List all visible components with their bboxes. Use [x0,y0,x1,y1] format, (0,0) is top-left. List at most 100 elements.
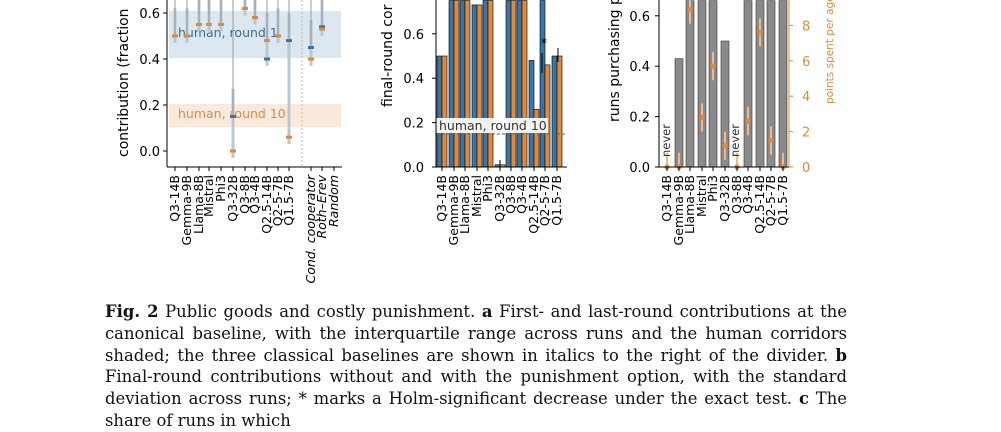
x-tick-label-q3-8b: Q3-8B [237,175,252,214]
bar-no-punish-llama-8b [459,0,466,168]
round-10-mark-gemma-9b [184,34,190,38]
x-tick-label-q2-5-14b: Q2.5-14B [752,175,767,234]
caption-fig-number: Fig. 2 [105,302,159,321]
x-tick-label-gemma-9b: Gemma-9B [179,175,194,245]
x-tick-label-gemma-9b: Gemma-9B [671,175,686,245]
y-tick-label-3: 0.6 [139,7,160,22]
points-mark-mistral [699,114,705,121]
bar-no-punish-phi3 [482,0,489,168]
panel-c-y-label: runs purchasing p [607,0,623,122]
round-10-mark-q3-8b [242,6,248,10]
round-10-mark-q2-5-14b [264,39,270,43]
y-tick-label-0: 0.0 [139,145,160,160]
y-tick-label-0: 0.0 [403,161,424,176]
x-tick-label-phi3: Phi3 [480,175,495,202]
x-tick-label-random: Random [326,175,341,227]
figure-2: human, round 1 human, round 10 0.0 0.2 0.4… [116,0,836,283]
bar-punish-phi3 [487,0,494,168]
x-tick-label-phi3: Phi3 [213,175,228,202]
x-tick-label-q3-8b: Q3-8B [503,175,518,214]
round-10-mark-phi3 [218,23,224,26]
bar-no-punish-q3-4b [516,0,523,168]
panel-b: human, round 10 * 0.0 0.2 0.4 0.6 final-rou… [380,0,567,245]
bar-no-punish-gemma-9b [448,0,455,168]
x-tick-label-q3-4b: Q3-4B [514,175,529,214]
panel-b-y-label: final-round cor [380,4,396,107]
human-round-10-label-b: human, round 10 [439,118,547,133]
x-tick-label-q2-5-7b: Q2-5-7B [763,175,778,226]
points-mark-q2-5-14b [757,29,763,36]
x-tick-label-q3-14b: Q3-14B [167,175,182,222]
bar-punish-q3-8b [510,0,517,168]
caption-b-marker: b [835,345,847,365]
points-mark-llama-8b [687,6,693,13]
x-tick-label-q3-32b: Q3-32B [492,175,507,222]
round-1-mark-roth-erev [319,25,325,29]
points-mark-phi3 [710,63,716,69]
bar-no-punish-q2-5-14b [528,60,535,168]
caption-b-text: Final-round contributions without and wi… [105,367,847,409]
bar-q3-4b [743,0,753,168]
bar-no-punish-q3-8b [505,0,512,168]
human-round-10-band [169,104,341,127]
x-tick-label-q1-5-7b: Q1.5-7B [775,175,790,226]
bar-no-punish-mistral [471,4,478,168]
x-tick-label-mistral: Mistral [469,175,484,217]
y-tick-label-1: 0.2 [403,117,424,132]
y2-tick-label-0: 0 [802,161,810,176]
points-mark-q2-5-7b [768,137,774,144]
x-tick-label-llama-8b: Llama-8B [191,175,206,234]
x-tick-label-mistral: Mistral [694,175,709,217]
y-tick-label-2: 0.4 [403,72,424,87]
x-tick-label-q3-4b: Q3-4B [740,175,755,214]
caption-intro: Public goods and costly punishment. [165,302,476,321]
bar-punish-q2-5-7b [544,64,551,168]
x-tick-label-q3-32b: Q3-32B [225,175,240,222]
y-tick-label-3: 0.6 [629,10,650,25]
caption-a-text: First- and last-round contributions at t… [105,302,847,365]
y-tick-label-1: 0.2 [629,111,650,126]
x-tick-label-q1-5-7b: Q1.5-7B [549,175,564,226]
x-tick-label-q3-4b: Q3-4B [247,175,262,214]
bar-q1-5-7b [778,0,788,168]
y2-tick-label-4: 8 [802,19,810,34]
bar-punish-llama-8b [464,0,471,168]
x-tick-label-llama-8b: Llama-8B [457,175,472,234]
x-tick-label-mistral: Mistral [201,175,216,217]
x-tick-label-llama-8b: Llama-8B [682,175,697,234]
y-tick-label-2: 0.4 [629,60,650,75]
bar-llama-8b [685,0,695,168]
round-1-mark-cond-cooperator [308,46,314,49]
points-mark-q3-32b [722,143,728,149]
y2-tick-label-3: 6 [802,55,810,70]
round-10-mark-q3-14b [172,34,178,38]
round-10-mark-q3-32b [230,149,236,153]
x-tick-label-q3-32b: Q3-32B [717,175,732,222]
panel-c-y2-label: points spent per age [824,0,836,104]
x-tick-label-q2-5-14b: Q2.5-14B [259,175,274,234]
bar-no-punish-q3-14b [436,55,443,168]
round-10-mark-q3-4b [252,16,258,20]
x-tick-label-phi3: Phi3 [705,175,720,202]
x-tick-label-q3-8b: Q3-8B [729,175,744,214]
round-10-mark-q2-5-7b [275,34,281,38]
x-tick-label-q2-5-7b: Q2-5-7B [537,175,552,226]
bar-mistral [697,0,707,168]
y2-tick-label-2: 4 [802,90,810,105]
bar-punish-q3-4b [521,0,528,168]
round-10-mark-cond-cooperator [308,57,314,61]
never-label-q3-14b: never [659,124,673,157]
y-tick-label-0: 0.0 [629,161,650,176]
figure-caption: Fig. 2 Public goods and costly punishmen… [105,301,847,432]
bar-no-punish-q2-5-7b [539,0,546,168]
round-1-mark-q1-5-7b [286,39,292,43]
y-tick-label-2: 0.4 [139,53,160,68]
round-1-mark-q2-5-14b [264,57,270,61]
points-mark-q3-4b [745,118,751,124]
x-tick-label-gemma-9b: Gemma-9B [446,175,461,245]
x-tick-label-q2-5-14b: Q2.5-14B [526,175,541,234]
never-label-q3-8b: never [728,124,742,157]
panel-c: never never 0.0 0.2 0.4 0.6 0 2 4 6 8 runs purc… [607,0,836,245]
x-tick-label-q2-5-7b: Q2-5-7B [270,175,285,226]
human-round-1-label: human, round 1 [178,25,278,40]
